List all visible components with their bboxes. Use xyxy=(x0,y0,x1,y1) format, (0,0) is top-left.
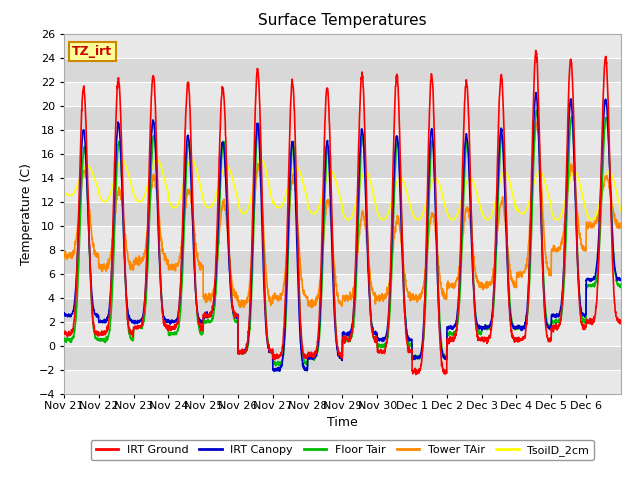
Bar xyxy=(64,226,621,250)
Bar xyxy=(64,154,621,178)
Bar xyxy=(64,274,621,298)
Bar xyxy=(64,370,621,394)
X-axis label: Time: Time xyxy=(327,416,358,429)
Bar xyxy=(64,322,621,346)
Title: Surface Temperatures: Surface Temperatures xyxy=(258,13,427,28)
Bar xyxy=(64,58,621,82)
Bar xyxy=(64,346,621,370)
Bar xyxy=(64,298,621,322)
Bar xyxy=(64,106,621,130)
Bar xyxy=(64,82,621,106)
Bar xyxy=(64,130,621,154)
Text: TZ_irt: TZ_irt xyxy=(72,45,113,58)
Bar xyxy=(64,202,621,226)
Bar xyxy=(64,250,621,274)
Y-axis label: Temperature (C): Temperature (C) xyxy=(20,163,33,264)
Bar xyxy=(64,178,621,202)
Bar xyxy=(64,34,621,58)
Legend: IRT Ground, IRT Canopy, Floor Tair, Tower TAir, TsoilD_2cm: IRT Ground, IRT Canopy, Floor Tair, Towe… xyxy=(91,440,594,460)
